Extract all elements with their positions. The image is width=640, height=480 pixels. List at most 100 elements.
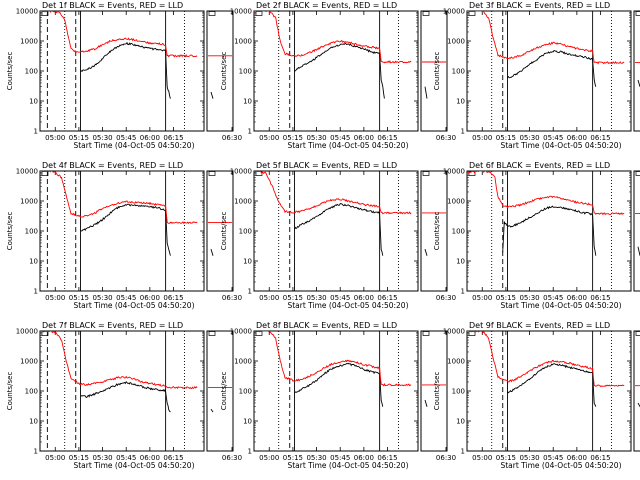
x-tick-label: 05:30: [92, 454, 112, 462]
x-tick-label: 05:45: [330, 294, 350, 302]
panel-8: Det 8f BLACK = Events, RED = LLD 1 10 100 10…: [220, 321, 456, 470]
y-tick-label: 10000: [443, 328, 465, 336]
series-events: [80, 41, 171, 99]
x-tick-label: 05:00: [259, 454, 279, 462]
side-panel-frame: [633, 330, 640, 452]
y-tick-label: 10000: [16, 168, 38, 176]
y-tick-label: 10: [29, 418, 38, 426]
x-axis-label: Start Time (04-Oct-05 04:50:20): [500, 461, 621, 470]
side-series-events: [210, 408, 214, 413]
x-tick-label: 06:30: [436, 294, 456, 302]
side-marker-box: [208, 11, 216, 16]
y-tick-label: 1: [34, 288, 38, 296]
panel-3: Det 3f BLACK = Events, RED = LLD 1 10 100 10…: [433, 1, 640, 150]
panel-title: Det 7f BLACK = Events, RED = LLD: [42, 321, 183, 330]
y-tick-label: 100: [25, 228, 38, 236]
y-tick-label: 100: [239, 388, 252, 396]
x-tick-label: 05:30: [519, 134, 539, 142]
y-tick-label: 1000: [20, 358, 38, 366]
x-tick-label: 05:30: [519, 454, 539, 462]
x-tick-label: 06:15: [590, 134, 610, 142]
side-marker-box: [635, 11, 640, 16]
y-tick-label: 1000: [234, 38, 252, 46]
x-tick-label: 05:00: [259, 294, 279, 302]
x-axis-label: Start Time (04-Oct-05 04:50:20): [287, 461, 408, 470]
x-tick-label: 06:00: [354, 294, 374, 302]
marker-box: [255, 331, 263, 336]
x-tick-label: 05:15: [283, 134, 303, 142]
y-tick-label: 1000: [447, 198, 465, 206]
marker-box: [255, 11, 263, 16]
y-axis-label: Counts/sec: [6, 52, 14, 91]
y-tick-label: 100: [452, 228, 465, 236]
x-tick-label: 05:30: [306, 454, 326, 462]
y-axis-label: Counts/sec: [433, 52, 441, 91]
x-tick-label: 06:00: [567, 294, 587, 302]
series-lld: [254, 331, 412, 387]
x-tick-label: 05:15: [69, 454, 89, 462]
y-tick-label: 1: [461, 448, 465, 456]
x-tick-label: 05:15: [69, 294, 89, 302]
x-tick-label: 05:45: [543, 454, 563, 462]
series-events: [80, 203, 171, 256]
x-tick-label: 06:30: [436, 134, 456, 142]
x-tick-label: 06:15: [377, 454, 397, 462]
y-tick-label: 1: [248, 288, 252, 296]
x-tick-label: 06:15: [590, 454, 610, 462]
y-tick-label: 10000: [230, 8, 252, 16]
side-marker-box: [422, 331, 430, 336]
y-tick-label: 10000: [443, 8, 465, 16]
x-tick-label: 05:00: [472, 134, 492, 142]
panel-title: Det 6f BLACK = Events, RED = LLD: [469, 161, 610, 170]
x-tick-label: 05:15: [496, 454, 516, 462]
side-panel-frame: [206, 170, 234, 292]
panel-2: Det 2f BLACK = Events, RED = LLD 1 10 100 10…: [220, 1, 456, 150]
x-tick-label: 05:00: [472, 454, 492, 462]
x-tick-label: 05:15: [283, 294, 303, 302]
x-tick-label: 06:15: [377, 134, 397, 142]
x-tick-label: 05:30: [306, 134, 326, 142]
y-axis-label: Counts/sec: [220, 212, 228, 251]
side-series-events: [210, 91, 214, 99]
x-tick-label: 06:00: [567, 134, 587, 142]
x-tick-label: 06:15: [163, 134, 183, 142]
side-series-events: [210, 248, 214, 256]
side-marker-box: [208, 331, 216, 336]
x-tick-label: 05:45: [116, 294, 136, 302]
x-tick-label: 06:00: [140, 294, 160, 302]
y-tick-label: 1000: [447, 38, 465, 46]
y-tick-label: 100: [239, 228, 252, 236]
y-tick-label: 1: [34, 128, 38, 136]
side-marker-box: [422, 171, 430, 176]
y-tick-label: 10000: [443, 168, 465, 176]
y-tick-label: 1: [34, 448, 38, 456]
panel-9: Det 9f BLACK = Events, RED = LLD 1 10 100 10…: [433, 321, 640, 470]
x-axis-label: Start Time (04-Oct-05 04:50:20): [500, 301, 621, 310]
y-tick-label: 10: [243, 98, 252, 106]
panel-title: Det 9f BLACK = Events, RED = LLD: [469, 321, 610, 330]
x-tick-label: 06:30: [222, 454, 242, 462]
marker-box: [468, 331, 476, 336]
y-tick-label: 1: [461, 288, 465, 296]
x-tick-label: 06:00: [567, 454, 587, 462]
side-panel-frame: [206, 10, 234, 132]
side-panel-frame: [420, 170, 448, 292]
side-panel-frame: [633, 170, 640, 292]
y-tick-label: 100: [452, 388, 465, 396]
y-tick-label: 10: [243, 258, 252, 266]
y-axis-label: Counts/sec: [6, 372, 14, 411]
series-events: [294, 203, 384, 256]
series-lld: [40, 331, 198, 390]
x-tick-label: 06:15: [163, 294, 183, 302]
x-tick-label: 06:30: [222, 294, 242, 302]
y-tick-label: 1: [248, 128, 252, 136]
x-tick-label: 05:15: [496, 134, 516, 142]
y-axis-label: Counts/sec: [433, 372, 441, 411]
side-panel-frame: [420, 10, 448, 132]
y-tick-label: 10: [29, 258, 38, 266]
series-lld: [467, 331, 625, 388]
x-tick-label: 06:00: [354, 454, 374, 462]
x-tick-label: 05:00: [472, 294, 492, 302]
y-axis-label: Counts/sec: [220, 372, 228, 411]
y-tick-label: 1000: [234, 198, 252, 206]
